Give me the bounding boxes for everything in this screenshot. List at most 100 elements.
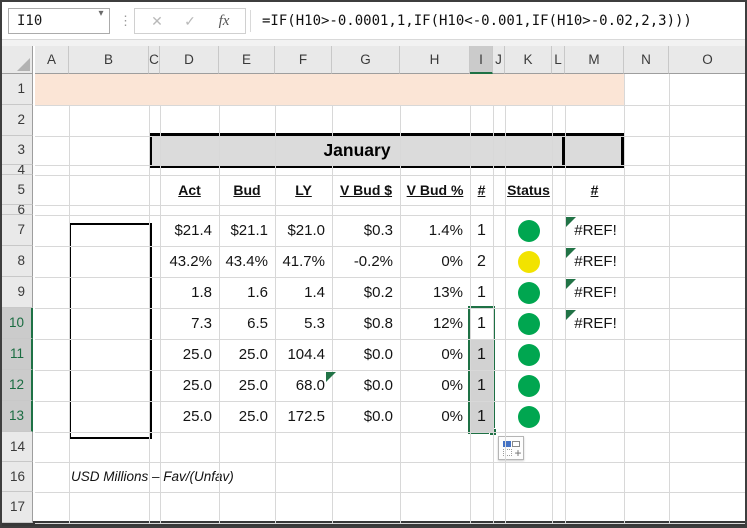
row-header-6[interactable]: 6	[2, 205, 33, 215]
row-header-1[interactable]: 1	[2, 74, 33, 105]
row-header-9[interactable]: 9	[2, 277, 33, 308]
cell-D9[interactable]: 1.8	[191, 284, 212, 301]
table-header-v-bud-[interactable]: V Bud %	[406, 182, 464, 198]
cell-G9[interactable]: $0.2	[363, 284, 393, 301]
table-header--[interactable]: #	[590, 182, 599, 198]
cell-E7[interactable]: $21.1	[230, 222, 268, 239]
row-header-13[interactable]: 13	[2, 401, 33, 432]
row-header-8[interactable]: 8	[2, 246, 33, 277]
table-header--[interactable]: #	[477, 182, 486, 198]
row-header-16[interactable]: 16	[2, 462, 33, 492]
row-header-17[interactable]: 17	[2, 492, 33, 523]
column-header-M[interactable]: M	[565, 46, 624, 74]
column-header-N[interactable]: N	[624, 46, 669, 74]
cell-I9[interactable]: 1	[477, 284, 486, 301]
select-all-corner[interactable]	[2, 46, 33, 74]
cell-F7[interactable]: $21.0	[287, 222, 325, 239]
cell-F12[interactable]: 68.0	[295, 377, 325, 394]
gridline-v	[552, 74, 553, 523]
cell-F13[interactable]: 172.5	[287, 408, 325, 425]
row-header-5[interactable]: 5	[2, 175, 33, 205]
insert-function-icon[interactable]: fx	[218, 13, 230, 29]
table-header-bud[interactable]: Bud	[233, 182, 261, 198]
cell-E12[interactable]: 25.0	[238, 377, 268, 394]
cell-H7[interactable]: 1.4%	[428, 222, 463, 239]
column-header-C[interactable]: C	[149, 46, 160, 74]
row-header-12[interactable]: 12	[2, 370, 33, 401]
name-box[interactable]: I10	[8, 8, 110, 34]
row-header-10[interactable]: 10	[2, 308, 33, 339]
footnote-cell[interactable]: USD Millions – Fav/(Unfav)	[71, 469, 234, 484]
cancel-icon[interactable]: ✕	[151, 13, 163, 29]
cell-G13[interactable]: $0.0	[363, 408, 393, 425]
cell-F11[interactable]: 104.4	[287, 346, 325, 363]
column-header-H[interactable]: H	[400, 46, 470, 74]
cell-H11[interactable]: 0%	[441, 346, 463, 363]
cell-I7[interactable]: 1	[477, 222, 486, 239]
green-circle-icon	[517, 374, 540, 397]
cell-G11[interactable]: $0.0	[363, 346, 393, 363]
cell-F10[interactable]: 5.3	[304, 315, 325, 332]
row-header-7[interactable]: 7	[2, 215, 33, 246]
cell-M10[interactable]: #REF!	[574, 315, 617, 332]
column-header-L[interactable]: L	[552, 46, 565, 74]
column-header-B[interactable]: B	[69, 46, 149, 74]
confirm-icon[interactable]: ✓	[184, 13, 196, 29]
row-header-14[interactable]: 14	[2, 432, 33, 462]
column-header-D[interactable]: D	[160, 46, 219, 74]
row-header-11[interactable]: 11	[2, 339, 33, 370]
name-box-dropdown-icon[interactable]: ▾	[98, 8, 104, 19]
cell-G7[interactable]: $0.3	[363, 222, 393, 239]
cell-H12[interactable]: 0%	[441, 377, 463, 394]
cell-H9[interactable]: 13%	[432, 284, 463, 301]
column-header-F[interactable]: F	[275, 46, 332, 74]
column-header-O[interactable]: O	[669, 46, 745, 74]
cell-G10[interactable]: $0.8	[363, 315, 393, 332]
column-header-E[interactable]: E	[219, 46, 275, 74]
cell-E9[interactable]: 1.6	[247, 284, 268, 301]
table-header-act[interactable]: Act	[178, 182, 201, 198]
column-header-I[interactable]: I	[470, 46, 493, 74]
row-header-4[interactable]: 4	[2, 165, 33, 175]
cell-D7[interactable]: $21.4	[174, 222, 212, 239]
cell-G12[interactable]: $0.0	[363, 377, 393, 394]
table-header-status[interactable]: Status	[507, 182, 550, 198]
column-header-A[interactable]: A	[35, 46, 69, 74]
formula-input[interactable]: =IF(H10>-0.0001,1,IF(H10<-0.001,IF(H10>-…	[254, 8, 739, 34]
cell-I10[interactable]: 1	[477, 315, 486, 332]
banner-side-cell[interactable]	[562, 133, 624, 168]
cell-M9[interactable]: #REF!	[574, 284, 617, 301]
month-banner-cell[interactable]: January	[149, 133, 565, 168]
cell-H13[interactable]: 0%	[441, 408, 463, 425]
table-header-ly[interactable]: LY	[295, 182, 312, 198]
cell-H10[interactable]: 12%	[432, 315, 463, 332]
cell-E11[interactable]: 25.0	[238, 346, 268, 363]
cell-E10[interactable]: 6.5	[247, 315, 268, 332]
cell-D13[interactable]: 25.0	[182, 408, 212, 425]
cell-M7[interactable]: #REF!	[574, 222, 617, 239]
cell-D12[interactable]: 25.0	[182, 377, 212, 394]
autofill-options-button[interactable]: +	[498, 436, 524, 460]
column-header-K[interactable]: K	[505, 46, 552, 74]
cell-I11[interactable]: 1	[477, 346, 486, 363]
cell-I8[interactable]: 2	[477, 253, 486, 270]
table-header-v-bud-[interactable]: V Bud $	[339, 182, 393, 198]
cell-G8[interactable]: -0.2%	[353, 253, 393, 270]
text-box-shape[interactable]	[69, 223, 152, 439]
cell-F9[interactable]: 1.4	[304, 284, 325, 301]
cell-M8[interactable]: #REF!	[574, 253, 617, 270]
cell-F8[interactable]: 41.7%	[282, 253, 325, 270]
cell-I13[interactable]: 1	[477, 408, 486, 425]
cell-D10[interactable]: 7.3	[191, 315, 212, 332]
row-header-2[interactable]: 2	[2, 105, 33, 136]
cell-D11[interactable]: 25.0	[182, 346, 212, 363]
row-header-3[interactable]: 3	[2, 136, 33, 165]
column-header-J[interactable]: J	[493, 46, 505, 74]
cell-E13[interactable]: 25.0	[238, 408, 268, 425]
cell-E8[interactable]: 43.4%	[225, 253, 268, 270]
gridline-h	[35, 277, 745, 278]
cell-H8[interactable]: 0%	[441, 253, 463, 270]
cell-D8[interactable]: 43.2%	[169, 253, 212, 270]
column-header-G[interactable]: G	[332, 46, 400, 74]
cell-I12[interactable]: 1	[477, 377, 486, 394]
